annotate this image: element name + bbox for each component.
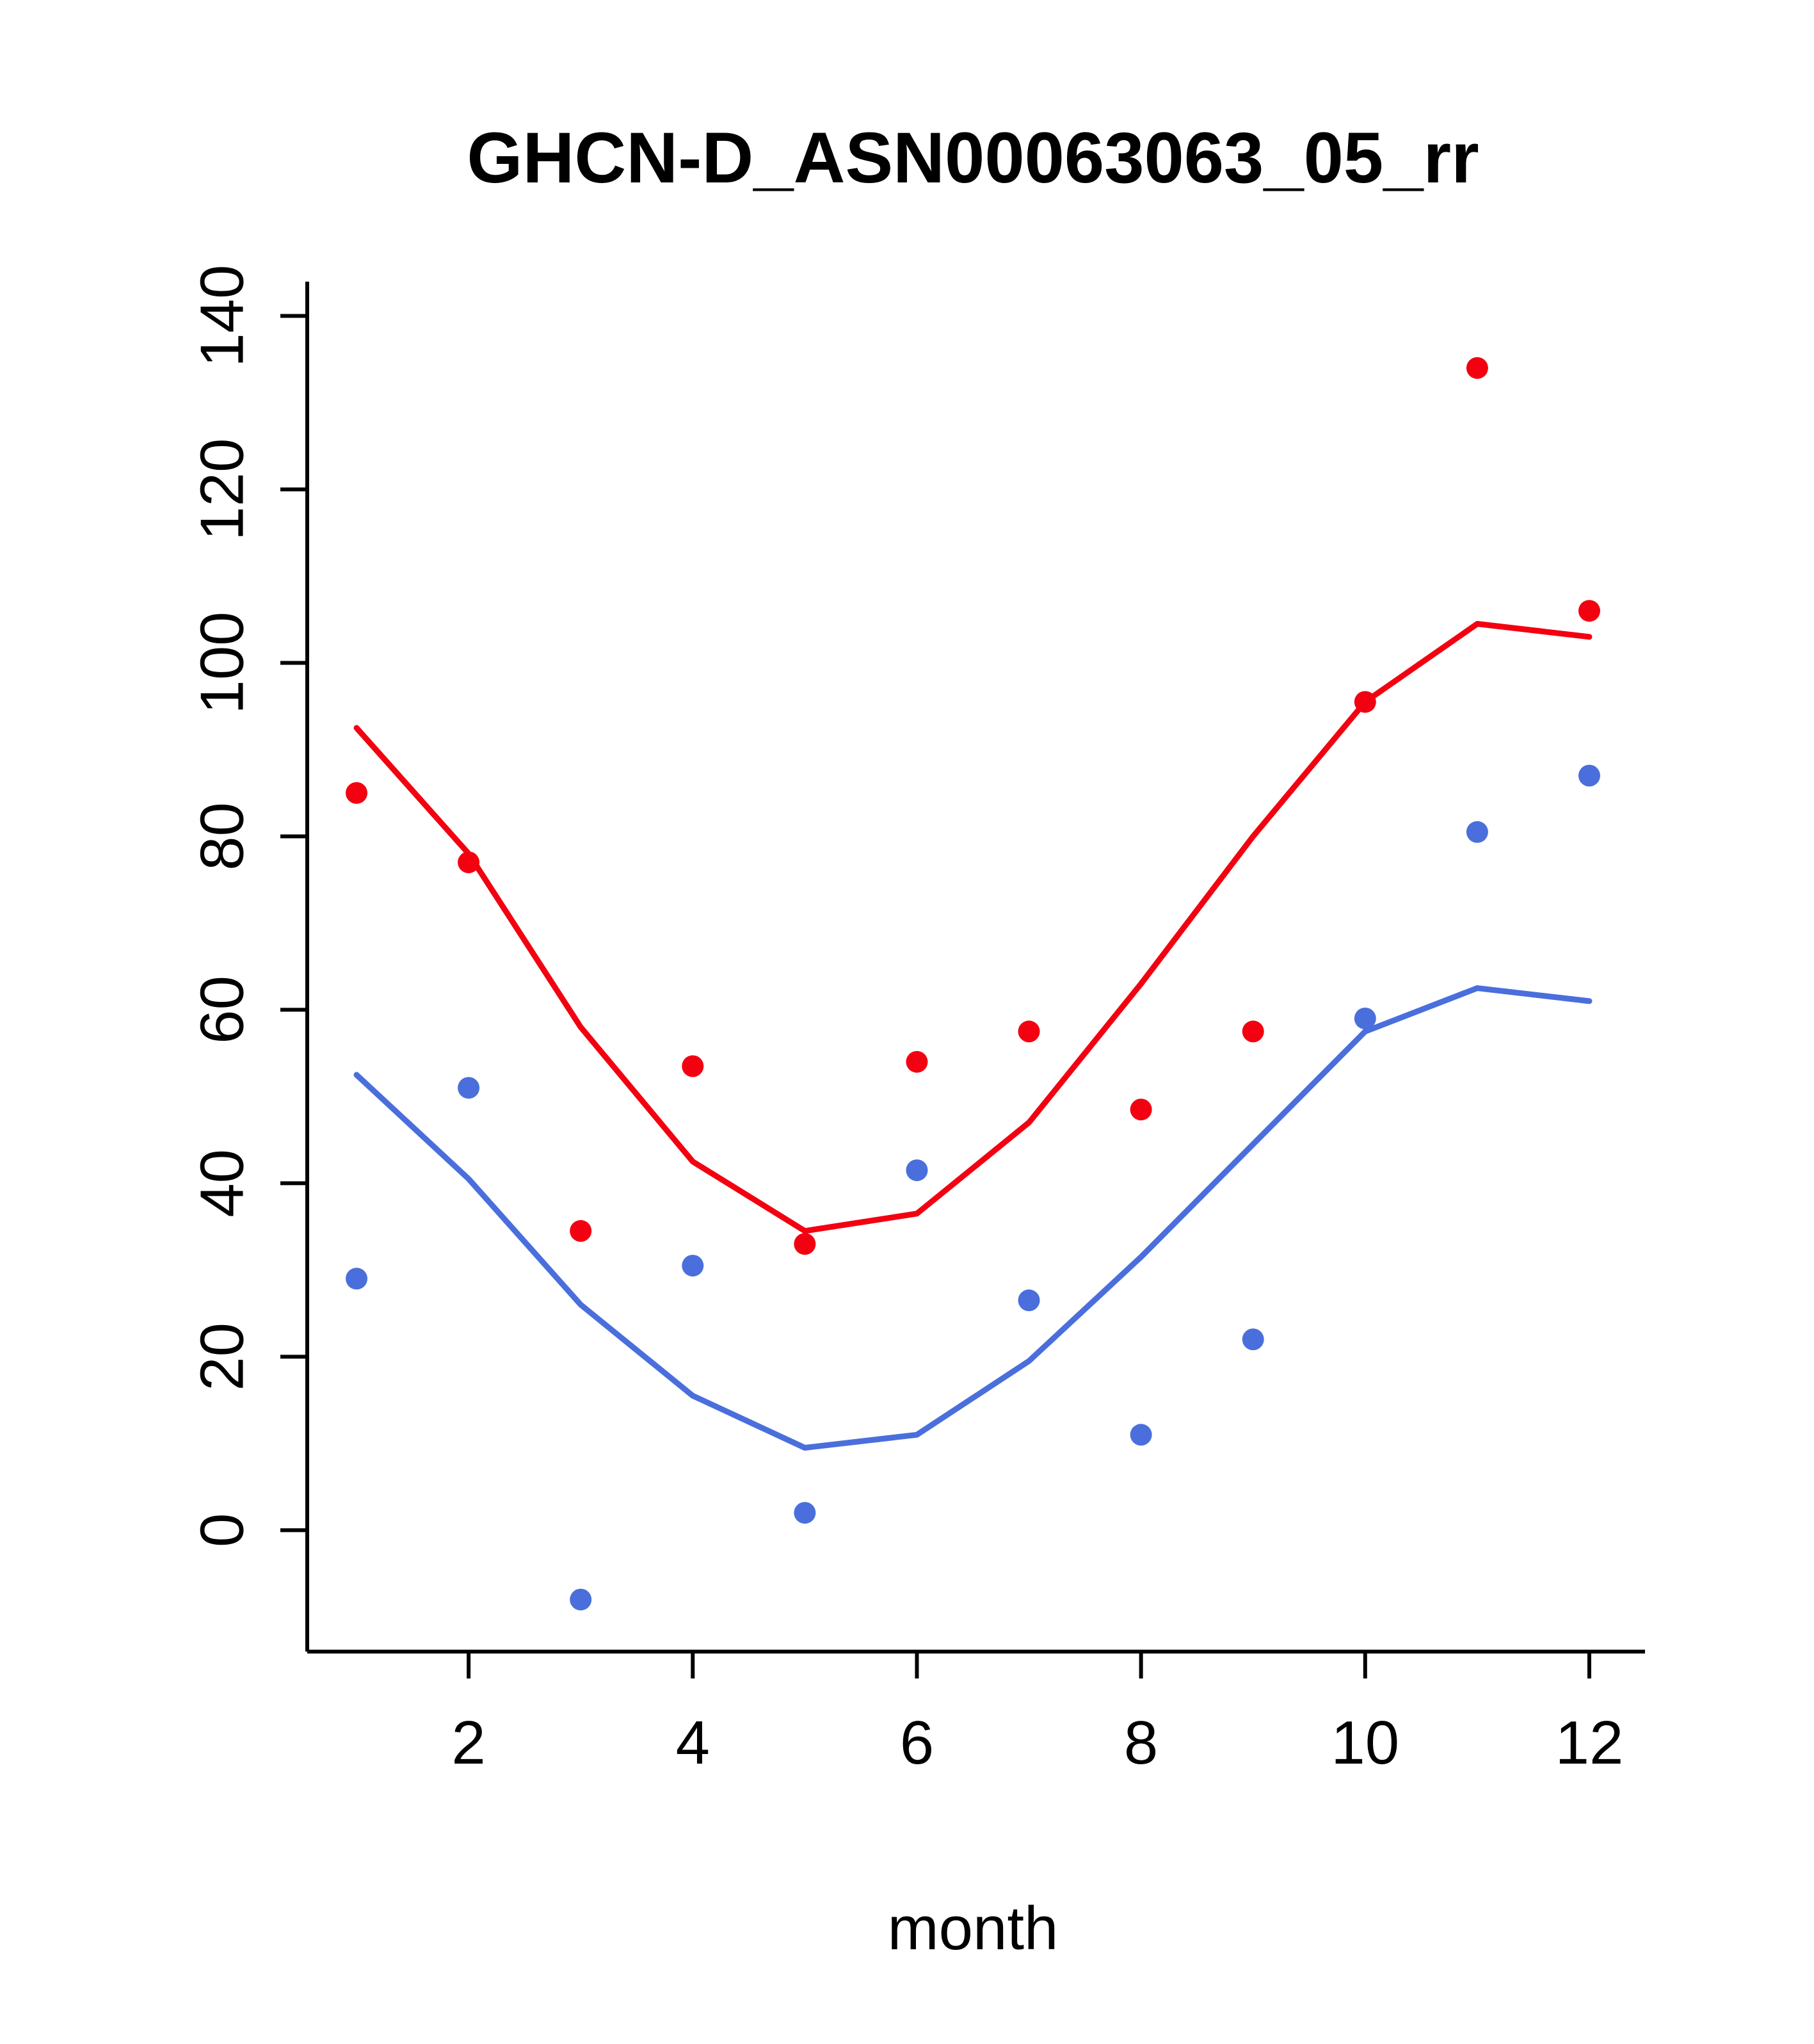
x-tick-label: 12 [1555, 1709, 1624, 1777]
y-tick-label: 100 [188, 611, 257, 714]
red-points-marker [1018, 1020, 1040, 1043]
x-tick-label: 2 [451, 1709, 485, 1777]
blue-points-marker [794, 1502, 816, 1524]
red-points-marker [1130, 1098, 1152, 1121]
chart-title: GHCN-D_ASN00063063_05_rr [467, 118, 1479, 198]
red-points-marker [346, 782, 368, 804]
red-points-marker [906, 1050, 928, 1073]
blue-points-marker [1130, 1424, 1152, 1446]
blue-points-marker [1242, 1328, 1264, 1351]
y-tick-label: 20 [188, 1323, 257, 1391]
red-points-marker [570, 1219, 592, 1242]
red-points-marker [794, 1233, 816, 1255]
blue-points-marker [1354, 1007, 1376, 1029]
blue-points-marker [346, 1267, 368, 1290]
blue-points-marker [682, 1255, 704, 1277]
blue-smooth-line [353, 985, 1593, 1451]
red-points-marker [1466, 357, 1488, 379]
blue-points-marker [1578, 764, 1600, 787]
red-points-marker [1242, 1020, 1264, 1043]
red-points-marker [1578, 600, 1600, 622]
blue-points-marker [1466, 821, 1488, 843]
y-tick-label: 80 [188, 802, 257, 871]
x-tick-label: 8 [1124, 1709, 1158, 1777]
blue-points-marker [906, 1159, 928, 1182]
y-tick-label: 0 [188, 1513, 257, 1547]
blue-points-marker [458, 1077, 480, 1099]
blue-points-marker [1018, 1289, 1040, 1312]
x-tick-label: 6 [900, 1709, 934, 1777]
x-tick-label: 4 [676, 1709, 710, 1777]
x-axis-title: month [888, 1894, 1059, 1963]
y-tick-label: 40 [188, 1149, 257, 1218]
y-tick-label: 140 [188, 264, 257, 367]
blue-points-marker [570, 1588, 592, 1611]
red-points-marker [682, 1055, 704, 1077]
y-tick-label: 120 [188, 438, 257, 540]
y-tick-label: 60 [188, 976, 257, 1044]
red-smooth-line [353, 621, 1593, 1234]
x-tick-label: 10 [1331, 1709, 1399, 1777]
